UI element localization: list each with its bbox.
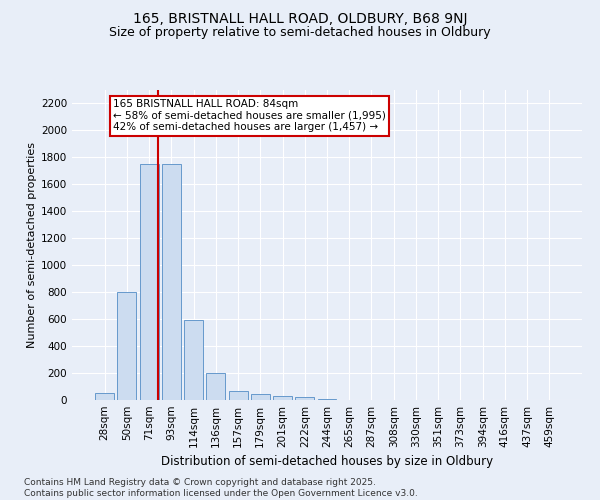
Bar xyxy=(229,391,248,400)
Bar xyxy=(95,394,114,400)
Y-axis label: Number of semi-detached properties: Number of semi-detached properties xyxy=(27,142,37,348)
Text: 165 BRISTNALL HALL ROAD: 84sqm
← 58% of semi-detached houses are smaller (1,995): 165 BRISTNALL HALL ROAD: 84sqm ← 58% of … xyxy=(113,100,386,132)
Bar xyxy=(273,396,292,400)
Text: 165, BRISTNALL HALL ROAD, OLDBURY, B68 9NJ: 165, BRISTNALL HALL ROAD, OLDBURY, B68 9… xyxy=(133,12,467,26)
Text: Contains HM Land Registry data © Crown copyright and database right 2025.
Contai: Contains HM Land Registry data © Crown c… xyxy=(24,478,418,498)
Bar xyxy=(118,292,136,400)
Bar xyxy=(162,164,181,400)
X-axis label: Distribution of semi-detached houses by size in Oldbury: Distribution of semi-detached houses by … xyxy=(161,456,493,468)
Text: Size of property relative to semi-detached houses in Oldbury: Size of property relative to semi-detach… xyxy=(109,26,491,39)
Bar xyxy=(251,394,270,400)
Bar xyxy=(295,398,314,400)
Bar xyxy=(140,164,158,400)
Bar xyxy=(206,373,225,400)
Bar xyxy=(184,320,203,400)
